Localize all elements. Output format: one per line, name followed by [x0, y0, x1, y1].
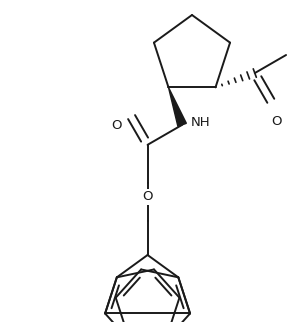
Text: O: O [142, 190, 153, 203]
Text: O: O [111, 119, 122, 132]
Text: NH: NH [190, 116, 210, 129]
Text: O: O [272, 116, 282, 128]
Polygon shape [168, 87, 186, 127]
